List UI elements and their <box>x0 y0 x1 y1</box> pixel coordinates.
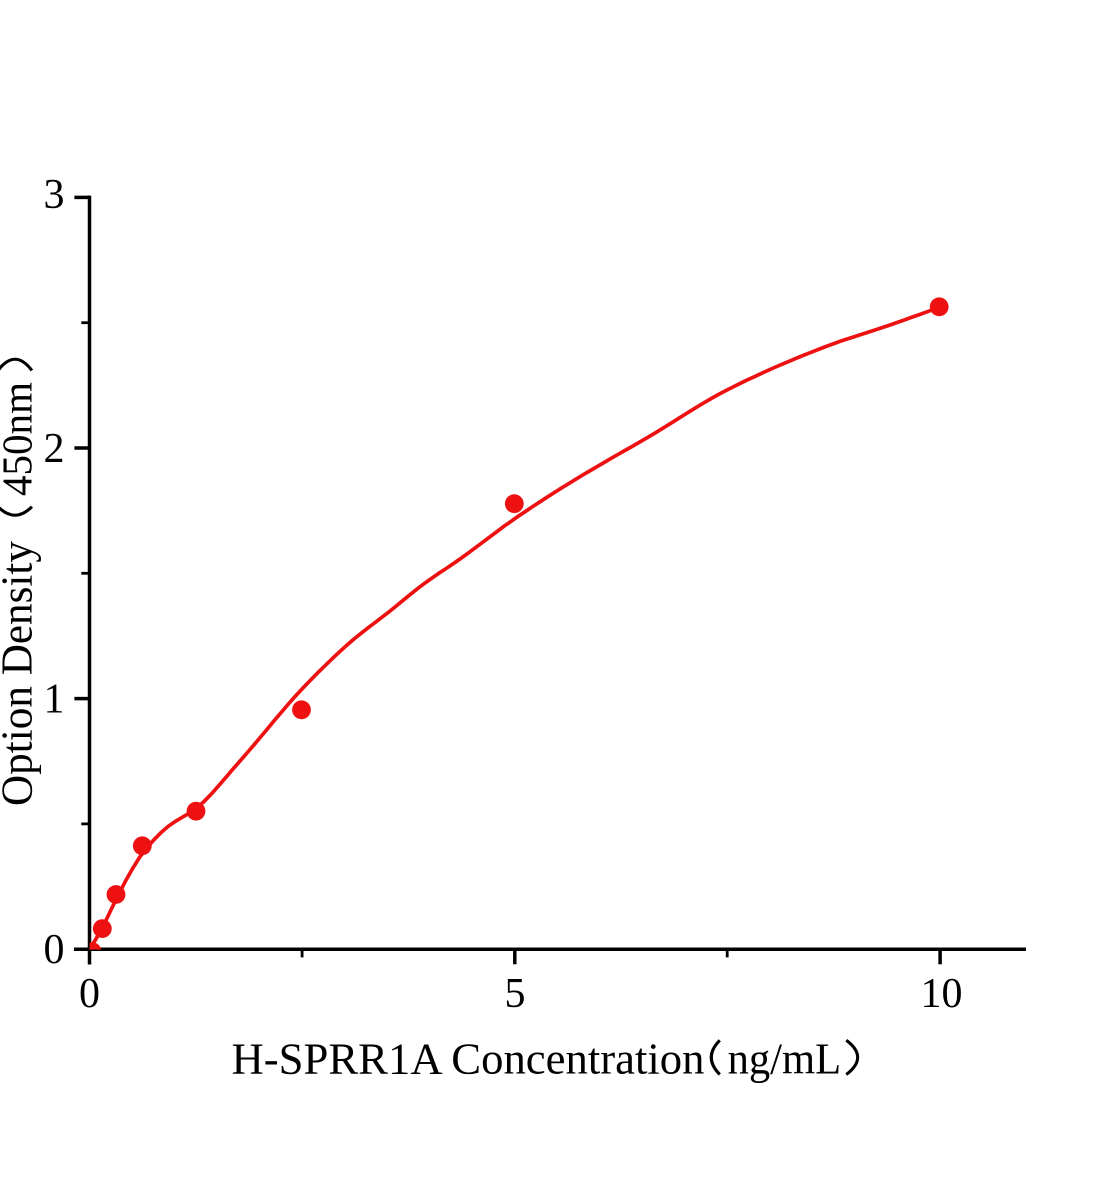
svg-text:2: 2 <box>44 426 65 472</box>
svg-text:10: 10 <box>921 971 963 1017</box>
svg-text:ng/mL: ng/mL <box>728 1034 842 1083</box>
svg-text:1: 1 <box>44 676 65 722</box>
svg-text:Option Density: Option Density <box>0 541 42 806</box>
svg-text:5: 5 <box>505 971 526 1017</box>
svg-text:450nm: 450nm <box>0 382 42 496</box>
svg-text:3: 3 <box>44 172 65 218</box>
svg-text:0: 0 <box>44 927 65 973</box>
svg-text:0: 0 <box>79 971 100 1017</box>
svg-text:H-SPRR1A Concentration: H-SPRR1A Concentration <box>232 1034 705 1083</box>
